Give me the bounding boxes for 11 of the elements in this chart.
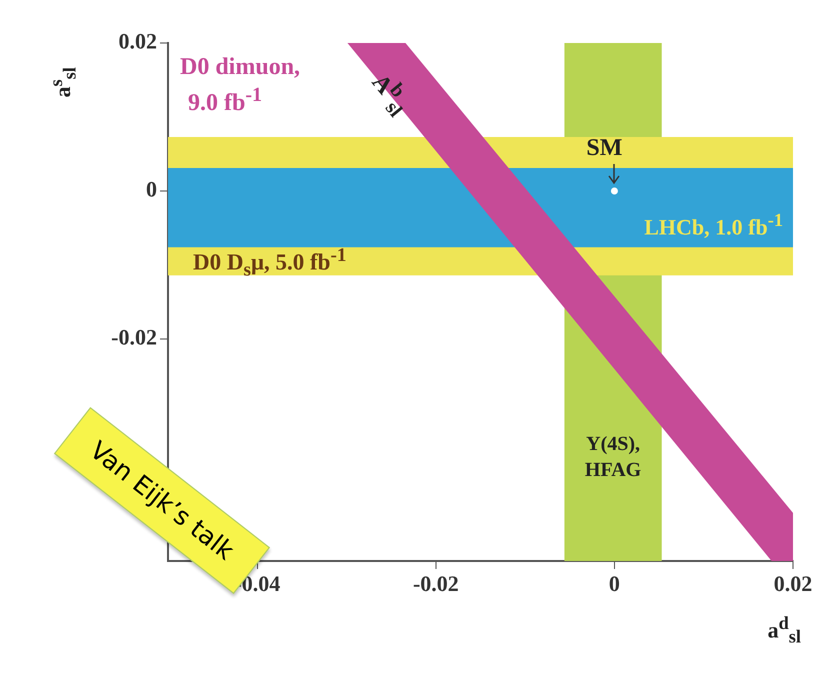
annotation: SM [586,135,622,162]
x-tick-label: 0 [608,570,620,596]
band-label: LHCb, 1.0 fb$^{-1}$ [644,210,783,240]
x-tick-label: -0.02 [412,570,459,596]
y-tick-label: 0.02 [118,28,157,54]
band-label: Υ(4S), HFAG [584,432,642,483]
x-tick-label: 0.02 [774,570,812,596]
band-label: D0 D$_{s}$μ, 5.0 fb$^{-1}$ [193,245,346,282]
y-tick-label: -0.02 [111,324,157,350]
text: D0 dimuon, 9.0 fb$^{-1}$ [180,53,300,117]
y-tick-label: 0 [146,176,157,202]
